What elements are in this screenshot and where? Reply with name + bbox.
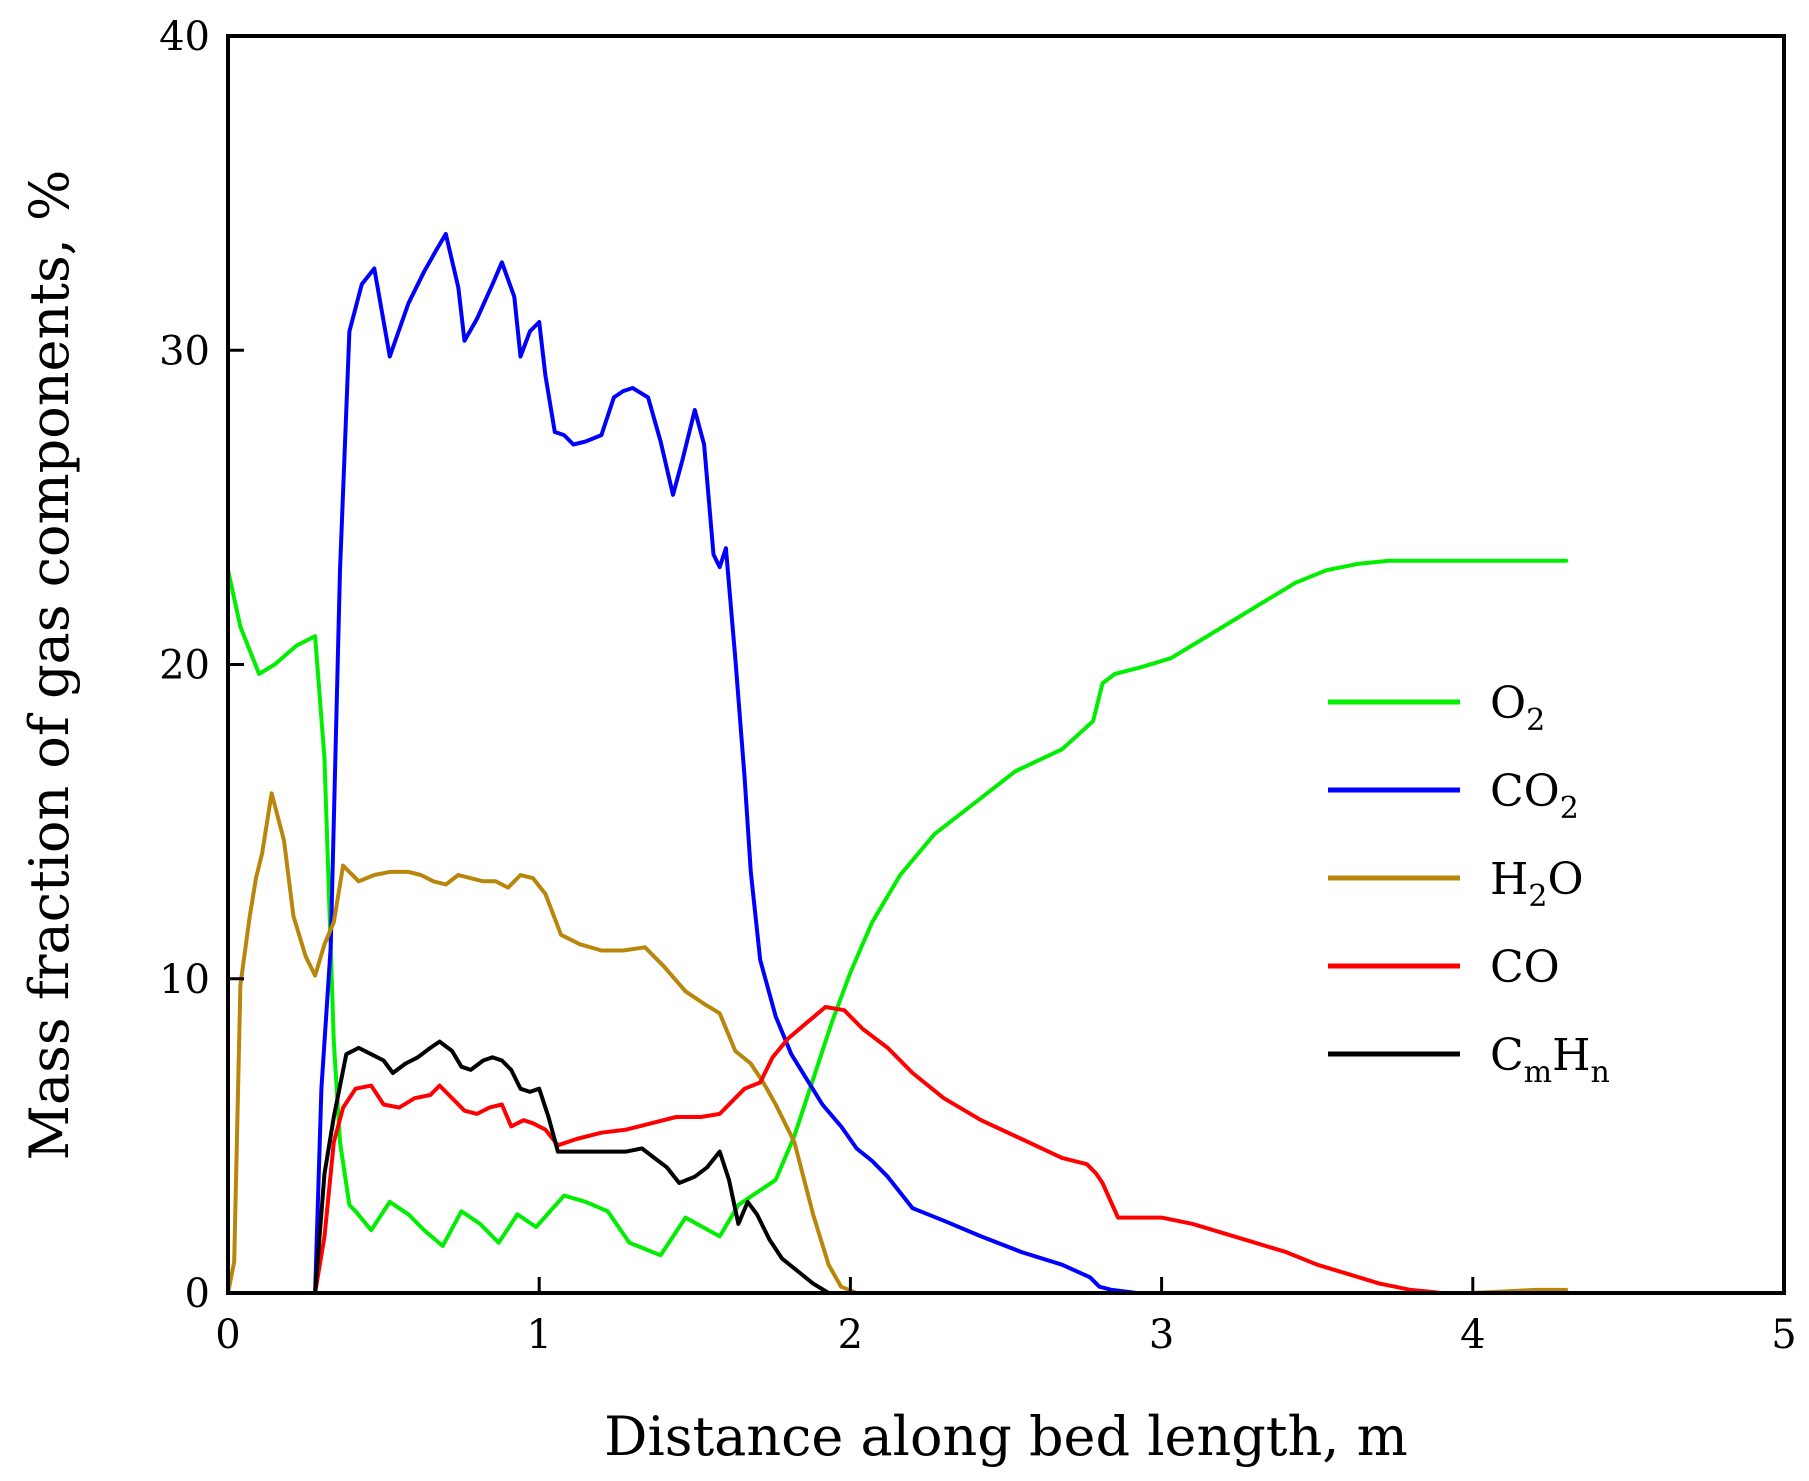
legend-co2-label-sub: 2 bbox=[1560, 791, 1579, 826]
series-line-h2o bbox=[226, 791, 1569, 1295]
legend-co-label-main: CO bbox=[1490, 942, 1560, 993]
series-layer bbox=[226, 232, 1569, 1295]
x-tick-label: 5 bbox=[1771, 1312, 1796, 1358]
y-tick-label: 20 bbox=[159, 643, 210, 689]
plot-frame bbox=[226, 34, 1786, 1295]
legend-label-co2: CO2 bbox=[1490, 766, 1579, 826]
series-line-cmhn bbox=[226, 1039, 831, 1295]
y-tick-label: 30 bbox=[159, 328, 210, 374]
x-tick-label: 3 bbox=[1149, 1312, 1174, 1358]
legend-label-h2o: H2O bbox=[1490, 854, 1584, 914]
legend-o2-label-sub: 2 bbox=[1526, 703, 1545, 738]
y-tick-label: 40 bbox=[159, 14, 210, 60]
x-axis-title: Distance along bed length, m bbox=[604, 1405, 1408, 1468]
legend-label-co: CO bbox=[1490, 942, 1560, 993]
y-tick-label: 0 bbox=[185, 1271, 210, 1317]
legend-cmhn-label-sub: m bbox=[1524, 1055, 1552, 1090]
legend-h2o-label-main: H bbox=[1490, 854, 1528, 905]
y-axis-title: Mass fraction of gas components, % bbox=[18, 170, 81, 1161]
legend-h2o-label-tail: O bbox=[1547, 854, 1583, 905]
x-tick-label: 4 bbox=[1460, 1312, 1485, 1358]
legend-cmhn-label-main: C bbox=[1490, 1030, 1524, 1081]
series-line-co2 bbox=[226, 232, 1475, 1295]
legend-label-o2: O2 bbox=[1490, 678, 1545, 738]
series-line-o2 bbox=[226, 558, 1569, 1258]
legend-label-cmhn: CmHn bbox=[1490, 1030, 1610, 1090]
legend-h2o-label-sub: 2 bbox=[1528, 879, 1547, 914]
legend-cmhn-label-tail: H bbox=[1552, 1030, 1590, 1081]
axis-ticks: 0 1 2 3 4 5 0 10 20 30 40 bbox=[159, 14, 1797, 1358]
x-tick-label: 0 bbox=[215, 1312, 240, 1358]
x-tick-label: 1 bbox=[526, 1312, 551, 1358]
legend-cmhn-label-sub2: n bbox=[1591, 1055, 1610, 1090]
x-tick-label: 2 bbox=[838, 1312, 863, 1358]
legend-co2-label-main: CO bbox=[1490, 766, 1560, 817]
legend-o2-label-main: O bbox=[1490, 678, 1526, 729]
series-line-co bbox=[226, 1005, 1475, 1295]
y-tick-label: 10 bbox=[159, 957, 210, 1003]
